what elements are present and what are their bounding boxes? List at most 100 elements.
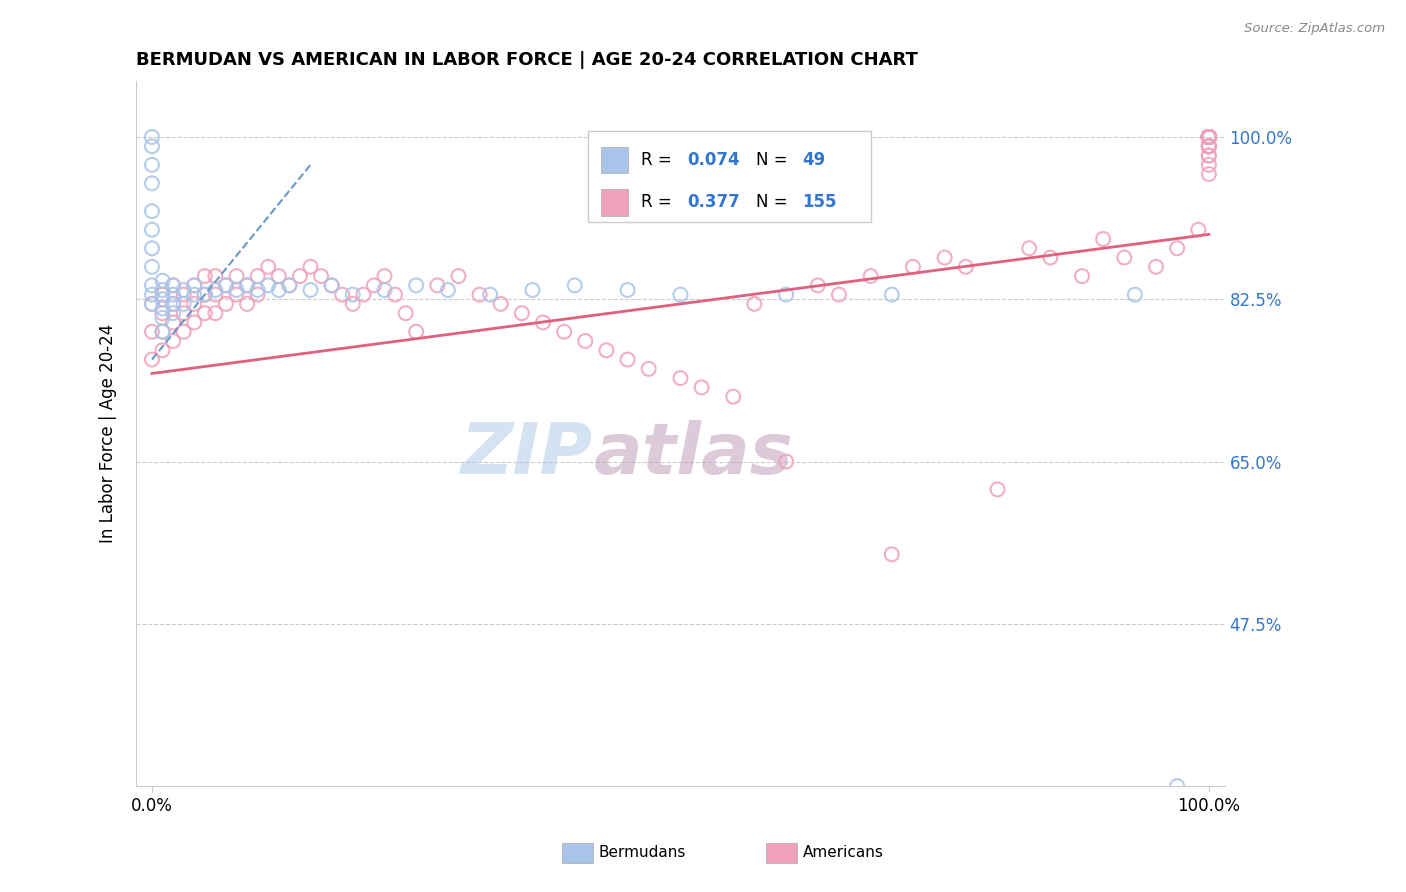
Point (278, 278, 301, 293)
Point (1198, 130, 1220, 145)
Point (405, 325, 427, 339)
Point (1123, 287, 1146, 301)
Point (183, 278, 205, 293)
Point (1144, 260, 1167, 274)
Point (564, 278, 586, 293)
Text: ZIP: ZIP (461, 420, 593, 490)
Point (141, 130, 163, 145)
Point (1198, 130, 1220, 145)
Point (152, 325, 174, 339)
Point (1166, 779, 1188, 793)
Point (1198, 130, 1220, 145)
Point (1198, 130, 1220, 145)
Text: Bermudans: Bermudans (599, 846, 686, 860)
Point (141, 297, 163, 311)
Point (426, 278, 449, 293)
Point (204, 283, 226, 297)
Point (141, 241, 163, 255)
Point (152, 287, 174, 301)
Point (141, 204, 163, 219)
Point (1198, 130, 1220, 145)
Point (1198, 158, 1220, 172)
Point (321, 278, 343, 293)
Point (236, 278, 259, 293)
Point (1198, 130, 1220, 145)
Point (1198, 148, 1220, 162)
Point (141, 223, 163, 237)
Point (595, 343, 617, 358)
Point (373, 269, 395, 284)
Point (1198, 130, 1220, 145)
Point (141, 139, 163, 153)
Point (236, 278, 259, 293)
Point (1018, 241, 1040, 255)
Point (162, 297, 184, 311)
Point (257, 260, 280, 274)
Point (342, 287, 364, 301)
Point (531, 316, 554, 330)
Point (1198, 130, 1220, 145)
Point (1198, 130, 1220, 145)
Point (278, 278, 301, 293)
Point (1198, 130, 1220, 145)
Point (204, 269, 226, 284)
Point (162, 316, 184, 330)
Text: 0.377: 0.377 (688, 194, 740, 211)
Text: R =: R = (641, 151, 678, 169)
Point (162, 278, 184, 293)
Point (321, 278, 343, 293)
Point (1114, 251, 1136, 265)
Point (1198, 130, 1220, 145)
Point (775, 287, 797, 301)
Point (807, 278, 830, 293)
Point (204, 306, 226, 320)
Point (215, 278, 238, 293)
Point (1198, 130, 1220, 145)
Point (1198, 130, 1220, 145)
Point (152, 283, 174, 297)
Point (1198, 130, 1220, 145)
Point (152, 306, 174, 320)
Point (288, 269, 311, 284)
Point (246, 283, 269, 297)
Point (1198, 130, 1220, 145)
Point (141, 352, 163, 367)
Point (236, 297, 259, 311)
Point (152, 293, 174, 307)
Point (162, 334, 184, 348)
Point (299, 283, 322, 297)
Point (1198, 130, 1220, 145)
Point (1198, 130, 1220, 145)
Point (616, 283, 638, 297)
Point (162, 306, 184, 320)
Point (1198, 130, 1220, 145)
Point (194, 306, 217, 320)
Point (162, 278, 184, 293)
Point (173, 306, 195, 320)
Point (1198, 130, 1220, 145)
Point (215, 297, 238, 311)
Point (880, 287, 903, 301)
Point (489, 297, 512, 311)
Point (204, 287, 226, 301)
Point (225, 287, 247, 301)
Point (1198, 130, 1220, 145)
Point (1198, 130, 1220, 145)
Point (1198, 130, 1220, 145)
Point (405, 278, 427, 293)
Point (141, 260, 163, 274)
Point (141, 325, 163, 339)
Point (616, 352, 638, 367)
Point (934, 251, 956, 265)
Point (1198, 130, 1220, 145)
Point (1198, 139, 1220, 153)
Point (1198, 130, 1220, 145)
Point (141, 158, 163, 172)
Point (1198, 130, 1220, 145)
Point (309, 269, 332, 284)
Point (1198, 148, 1220, 162)
Point (574, 334, 596, 348)
Point (744, 297, 766, 311)
Point (1092, 232, 1115, 246)
Text: Americans: Americans (803, 846, 884, 860)
